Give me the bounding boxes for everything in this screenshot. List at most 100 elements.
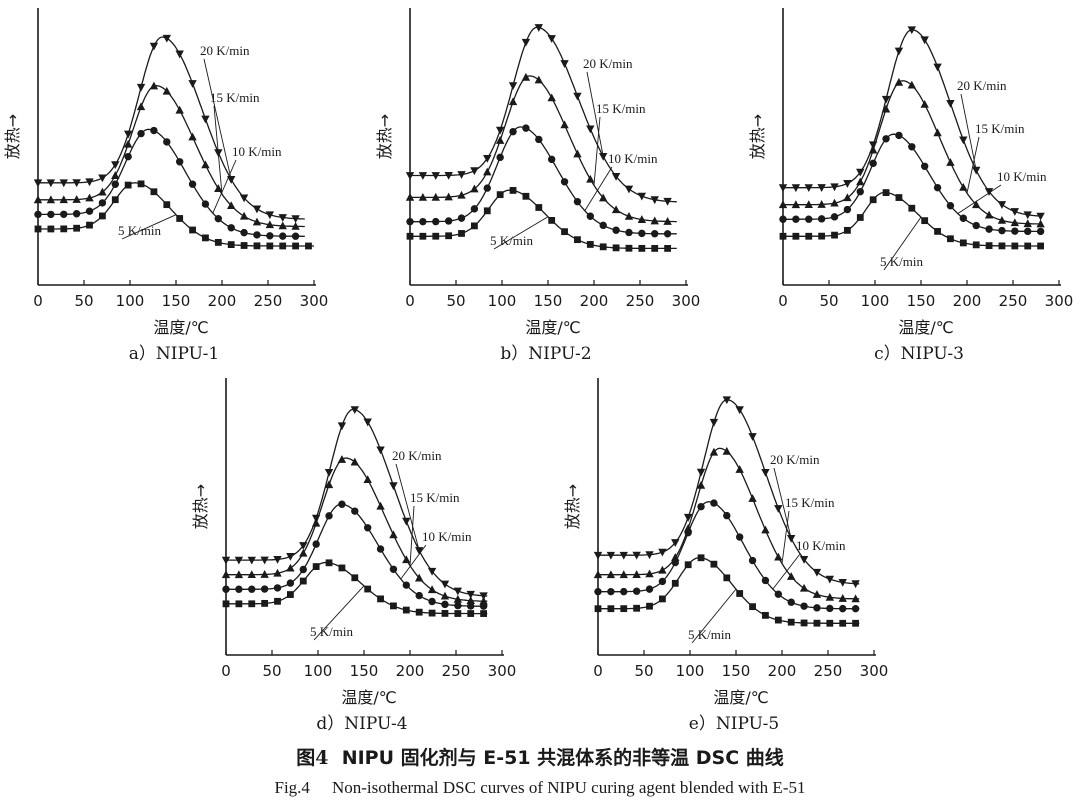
label-leader: [584, 166, 613, 211]
series-20-K-min: 20 K/min: [778, 26, 1045, 221]
data-point: [534, 75, 543, 84]
data-point: [286, 563, 295, 572]
series-15-K-min: 15 K/min: [778, 77, 1045, 228]
data-point: [337, 455, 347, 463]
data-point: [830, 213, 839, 221]
series-5-K-min: 5 K/min: [222, 559, 488, 641]
data-point: [535, 204, 543, 211]
label-leader: [691, 588, 737, 644]
data-point: [176, 215, 184, 222]
data-point: [278, 214, 287, 222]
data-point: [467, 602, 475, 610]
data-point: [260, 570, 269, 578]
data-point: [389, 530, 398, 539]
data-point: [787, 534, 796, 543]
data-point: [124, 181, 132, 189]
data-point: [761, 576, 770, 585]
data-point: [467, 610, 475, 617]
data-point: [470, 205, 479, 213]
data-point: [709, 418, 719, 427]
data-point: [663, 217, 672, 225]
data-point: [239, 211, 249, 220]
data-point: [287, 591, 294, 598]
panel-5: 0 50 100 150 200 250 300 温度/℃ 放热→ e）NIPU-5 5 K/min…: [563, 378, 888, 734]
series-15-K-min: 15 K/min: [221, 455, 488, 605]
data-point: [658, 548, 667, 557]
data-point: [457, 214, 466, 222]
dsc-figure: 0 50 100 150 200 250 300 温度/℃ 放热→ a）NIPU-1 5 K/min…: [3, 8, 1073, 734]
data-point: [483, 154, 492, 163]
data-point: [137, 129, 145, 138]
data-point: [227, 224, 235, 232]
x-tick-label: 50: [446, 292, 465, 310]
series-20-K-min: 20 K/min: [593, 396, 860, 589]
data-point: [818, 232, 826, 240]
data-point: [188, 132, 197, 141]
data-point: [852, 619, 859, 627]
data-point: [779, 215, 787, 223]
data-point: [723, 574, 731, 582]
data-point: [735, 465, 744, 473]
data-point: [843, 205, 852, 214]
data-point: [72, 195, 81, 203]
data-point: [338, 564, 346, 572]
panel-2: 0 50 100 150 200 250 300 温度/℃ 放热→ b）NIPU-2 5 K/min…: [375, 8, 700, 364]
data-point: [495, 136, 505, 144]
panel-label: d）NIPU-4: [316, 714, 407, 734]
data-point: [843, 193, 852, 202]
figure-caption-en: Fig.4 Non-isothermal DSC curves of NIPU c…: [0, 778, 1080, 798]
label-leader: [400, 544, 427, 580]
data-point: [312, 540, 320, 548]
data-point: [761, 525, 770, 534]
data-point: [650, 216, 659, 225]
data-point: [586, 174, 595, 183]
x-tick-label: 150: [162, 292, 191, 310]
data-point: [470, 184, 479, 193]
series-5-K-min: 5 K/min: [34, 180, 314, 250]
data-point: [136, 102, 146, 111]
data-point: [214, 184, 223, 192]
data-point: [405, 192, 415, 201]
data-point: [432, 217, 440, 226]
data-point: [389, 565, 398, 573]
series-label: 15 K/min: [975, 121, 1025, 136]
data-point: [85, 178, 94, 187]
data-point: [805, 215, 813, 223]
data-point: [376, 446, 385, 455]
panel-1: 0 50 100 150 200 250 300 温度/℃ 放热→ a）NIPU-1 5 K/min…: [3, 8, 328, 364]
data-point: [671, 553, 680, 561]
series-line: [38, 84, 305, 228]
label-leader: [781, 510, 790, 564]
data-point: [659, 595, 666, 603]
series-20-K-min: 20 K/min: [221, 406, 488, 601]
data-point: [291, 215, 300, 224]
data-point: [831, 231, 838, 239]
data-point: [985, 242, 993, 250]
data-point: [710, 560, 718, 568]
data-point: [1036, 219, 1045, 228]
data-point: [881, 104, 891, 113]
data-point: [324, 480, 334, 489]
data-point: [650, 196, 659, 205]
data-point: [419, 217, 427, 226]
data-point: [997, 201, 1007, 209]
data-point: [774, 505, 783, 513]
data-point: [868, 141, 878, 150]
data-point: [535, 135, 543, 144]
data-point: [521, 72, 531, 81]
data-point: [830, 198, 839, 207]
data-point: [607, 605, 615, 613]
data-point: [428, 597, 436, 606]
data-point: [959, 239, 967, 247]
label-leader: [883, 216, 922, 271]
data-point: [826, 604, 834, 613]
x-tick-label: 150: [350, 662, 379, 680]
data-point: [324, 468, 334, 477]
data-point: [337, 422, 347, 431]
series-label: 15 K/min: [410, 490, 460, 505]
series-15-K-min: 15 K/min: [593, 446, 860, 603]
data-point: [402, 606, 410, 614]
data-point: [111, 161, 120, 170]
data-point: [683, 513, 693, 522]
data-point: [933, 128, 942, 137]
